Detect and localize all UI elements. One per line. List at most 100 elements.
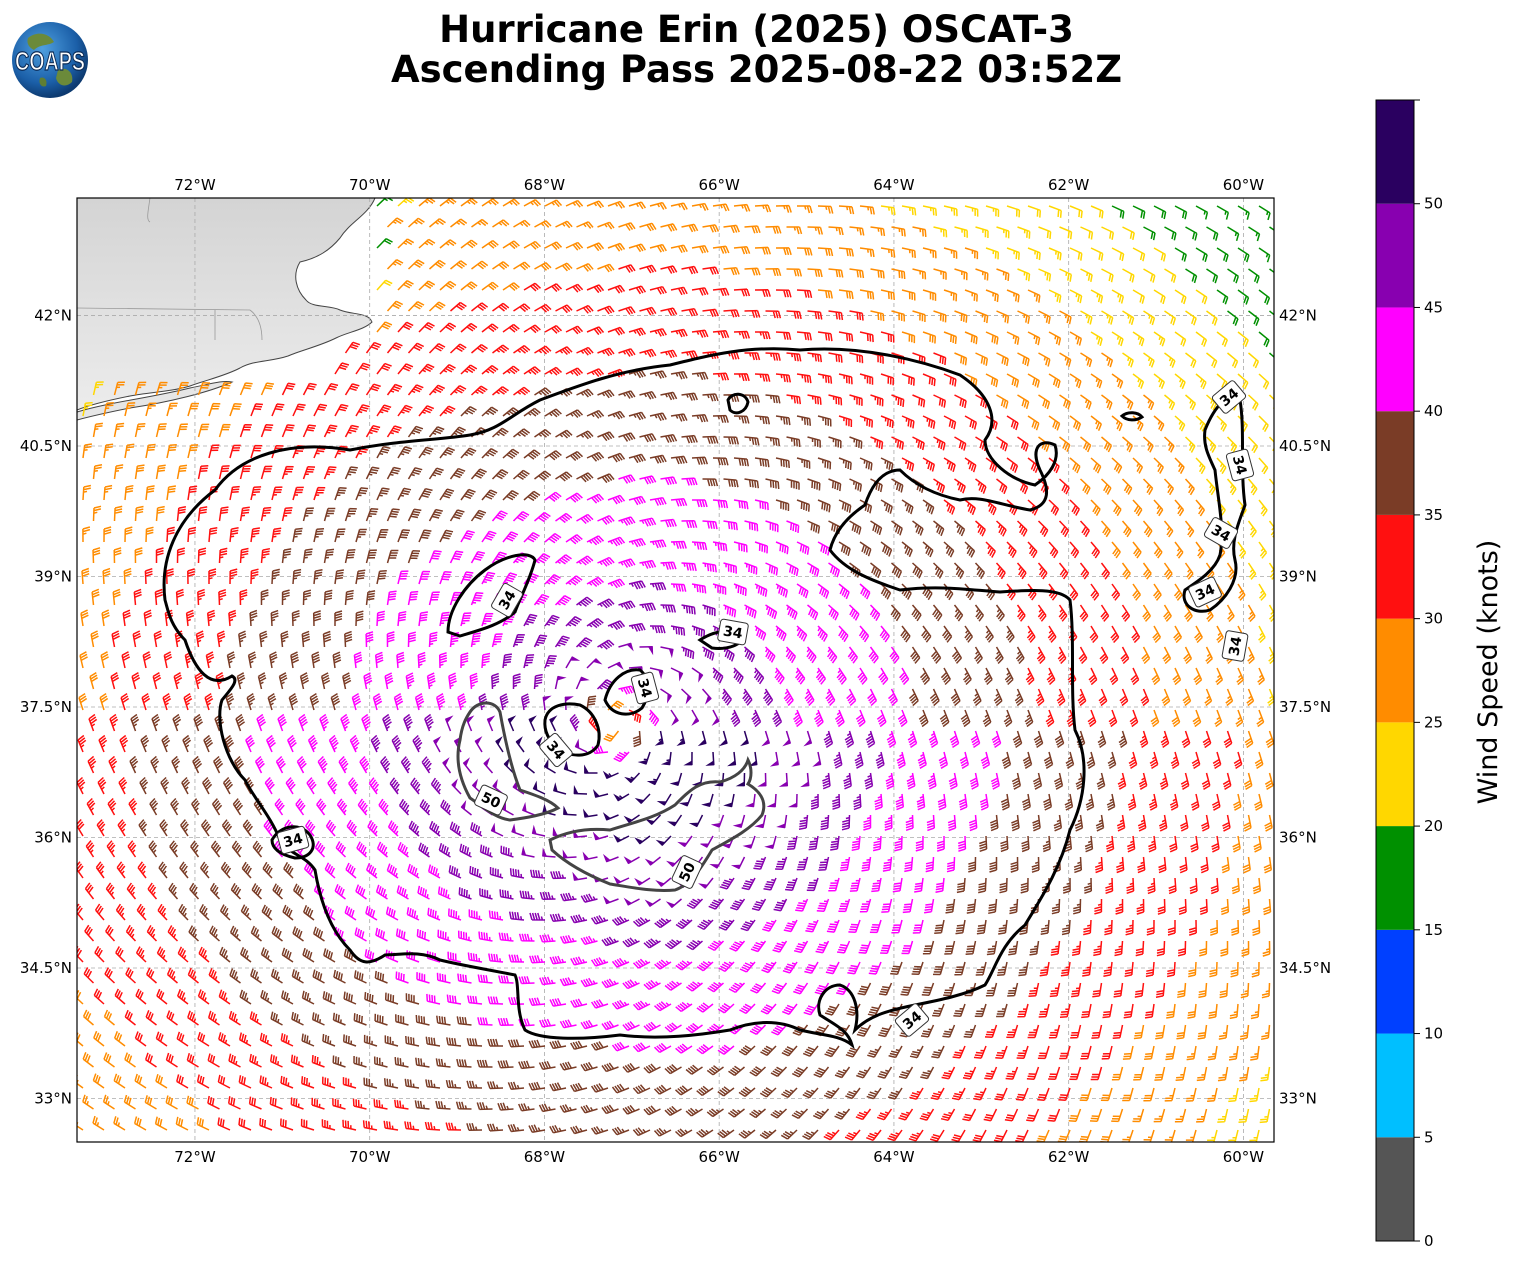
wind-barb [1132,205,1146,219]
wind-barb [807,562,820,577]
wind-barb [876,1108,893,1121]
wind-barb [158,861,168,879]
wind-barb [1090,415,1102,431]
wind-barb-pennant [656,800,668,806]
wind-barb [970,730,981,749]
wind-barb [1048,289,1062,303]
wind-barb [1241,940,1250,957]
wind-barb [943,457,956,473]
wind-barb [416,929,430,942]
wind-barb [103,1009,115,1026]
wind-barb [544,450,562,461]
wind-barb [385,906,399,921]
wind-barb [1058,562,1069,580]
wind-barb [355,569,366,585]
wind-barb [467,995,483,1005]
wind-barb [576,388,594,398]
wind-barb [1175,1066,1187,1082]
wind-barb [985,289,999,303]
wind-barb [523,282,542,292]
wind-barb [664,1064,682,1075]
wind-barb-pennant [705,760,715,766]
wind-barb [82,443,93,459]
wind-barb [1009,898,1019,915]
wind-barb [783,688,794,707]
wind-barb [229,527,239,543]
wind-barb [828,604,839,621]
wind-barb [1252,877,1262,895]
wind-barb [922,205,938,216]
wind-barb [412,734,423,753]
wind-barb [888,1045,903,1059]
wind-barb [686,898,704,910]
wind-barb [995,562,1006,580]
wind-barb [882,856,893,872]
wind-barb [111,630,120,648]
wind-barb [1038,310,1051,325]
wind-barb [1122,268,1135,283]
wind-barb [1196,1066,1208,1082]
wind-barb [775,541,789,555]
wind-barb [228,1053,241,1068]
colorbar-segment-9 [1376,203,1414,308]
wind-barb [618,600,636,610]
wind-barb [618,685,636,695]
wind-barb [889,646,900,664]
wind-barb [1258,247,1271,263]
wind-barb [391,734,402,753]
wind-barb [1195,499,1206,517]
wind-barb-pennant [655,839,666,846]
wind-barb-pennant [624,776,635,784]
wind-barb [457,973,472,984]
wind-barb [770,1108,788,1119]
wind-barb [1132,583,1142,601]
wind-barb [828,310,844,321]
wind-barb-pennant [711,717,720,726]
wind-barb [849,478,863,492]
wind-barb [1256,709,1265,728]
wind-barb [586,284,605,294]
wind-barb [901,499,914,515]
contour-label-box [1203,517,1239,549]
wind-barb [580,1104,598,1114]
wind-barb [985,625,994,643]
wind-barb [1015,646,1025,665]
wind-barb-pennant [698,883,709,889]
wind-barb [216,630,226,648]
wind-barb [1223,730,1233,749]
contour-50kt-west [456,701,561,822]
wind-barb [744,646,756,663]
wind-barb [1050,940,1061,956]
wind-barb [1154,1066,1166,1081]
wind-barb [963,1024,977,1038]
wind-barb [386,631,395,648]
wind-barb [928,730,939,749]
wind-barb [113,422,125,438]
wind-barb [618,516,636,526]
wind-barb [1054,730,1065,749]
wind-barb [218,465,230,480]
wind-barb [215,672,225,690]
wind-barb [188,925,200,942]
wind-barb-pennant [613,875,622,884]
wind-barb [597,263,615,273]
wind-barb [132,630,142,648]
wind-barb [1168,877,1177,895]
wind-barb [322,991,336,1005]
wind-barb [838,247,854,257]
wind-barb [927,772,937,790]
wind-barb [1069,331,1083,346]
wind-barb [549,1124,567,1134]
wind-barb [990,814,999,832]
wind-barb [575,637,593,648]
wind-barb [771,1024,788,1036]
wind-barb [865,730,876,749]
wind-barb [1000,835,1009,853]
wind-barb [428,508,443,522]
wind-barb-pennant [542,695,552,702]
wind-barb [1100,478,1112,495]
wind-barb-pennant [709,864,720,869]
wind-barb [597,305,615,315]
wind-barb [533,593,550,606]
wind-barb [427,907,441,921]
